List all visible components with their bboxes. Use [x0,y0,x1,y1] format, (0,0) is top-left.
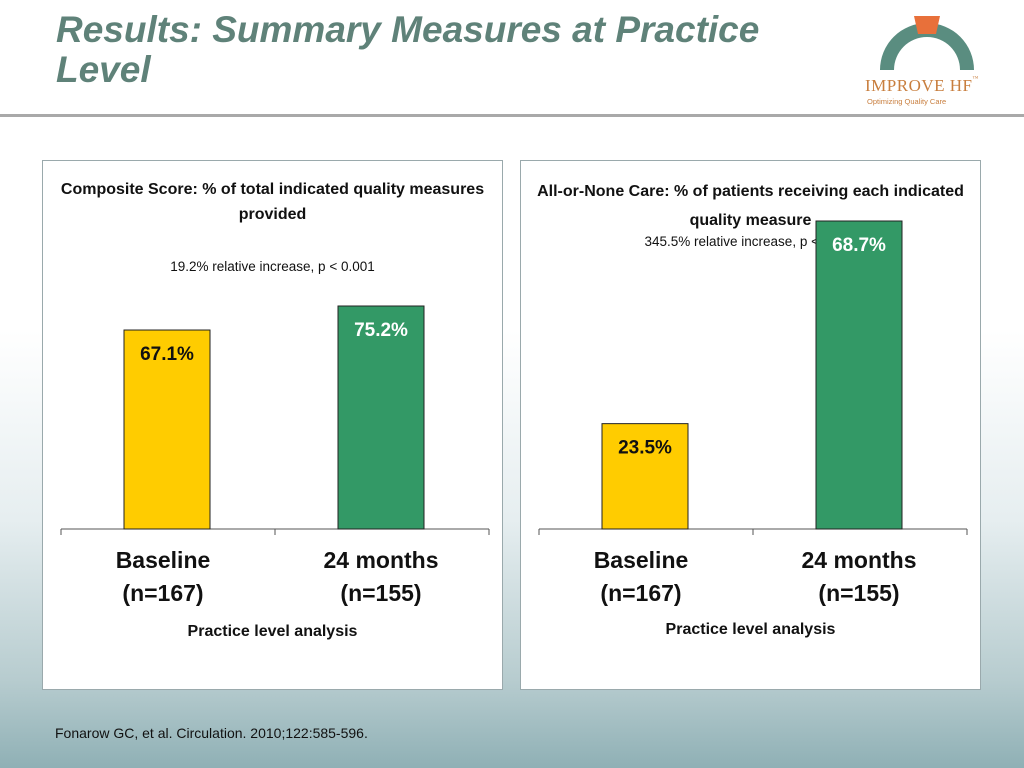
bar-value-label: 75.2% [354,320,408,341]
category-n-label: (n=167) [600,580,681,606]
bar-24-months [337,305,425,530]
chart-xlabel: Practice level analysis [665,621,836,638]
composite-bar-chart: 67.1% Baseline (n=167) 75.2% 24 months (n=155… [60,305,490,606]
category-n-label: (n=155) [340,580,421,606]
chart-subtitle: 345.5% relative increase, p < 0.001 [644,234,857,249]
bar-value-label: 67.1% [140,344,194,365]
category-n-label: (n=167) [122,580,203,606]
slide-title: Results: Summary Measures at Practice Le… [56,9,760,90]
category-label: 24 months [801,547,916,573]
all-or-none-panel: All-or-None Care: % of patients receivin… [520,160,981,690]
bar-value-label: 68.7% [832,235,886,256]
arch-icon [880,16,974,70]
bar-baseline [601,423,689,530]
category-label: Baseline [116,547,211,573]
logo-tagline: Optimizing Quality Care [867,97,947,106]
chart-xlabel: Practice level analysis [187,623,358,640]
category-label: 24 months [323,547,438,573]
composite-score-panel: Composite Score: % of total indicated qu… [42,160,503,690]
all-or-none-bar-chart: 23.5% Baseline (n=167) 68.7% 24 months (n=155… [538,220,968,606]
title-divider [0,114,1024,117]
bar-value-label: 23.5% [618,438,672,459]
bar-24-months [815,220,903,530]
citation: Fonarow GC, et al. Circulation. 2010;122… [55,725,368,741]
chart-title: All-or-None Care: % of patients receivin… [537,183,964,229]
chart-title: Composite Score: % of total indicated qu… [60,181,485,223]
category-label: Baseline [594,547,689,573]
logo-name: IMPROVE HF™ [865,76,979,95]
chart-subtitle: 19.2% relative increase, p < 0.001 [170,259,375,274]
bar-baseline [123,329,211,530]
improve-hf-logo: IMPROVE HF™ Optimizing Quality Care [862,8,992,108]
category-n-label: (n=155) [818,580,899,606]
